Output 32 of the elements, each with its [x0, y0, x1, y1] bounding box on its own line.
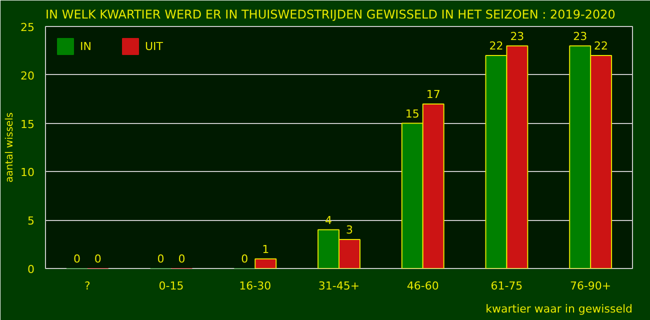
legend-label: IN	[80, 40, 92, 52]
bar	[254, 258, 277, 268]
x-tick-label: 76-90+	[570, 280, 612, 292]
data-label: 1	[262, 242, 270, 256]
data-label: 22	[594, 40, 608, 53]
data-label: 0	[73, 252, 80, 266]
x-tick-label: 16-30	[239, 280, 272, 292]
legend-label: UIT	[145, 40, 164, 52]
data-label: 0	[157, 252, 164, 266]
y-tick-label: 5	[28, 214, 34, 228]
x-tick-label: 31-45+	[318, 280, 360, 292]
x-tick-label: ?	[84, 280, 91, 292]
data-label: 0	[241, 252, 248, 266]
data-label: 23	[510, 30, 524, 43]
data-label: 15	[405, 107, 420, 120]
y-tick-label: 15	[20, 118, 35, 131]
y-tick-label: 10	[20, 166, 35, 180]
x-axis-title: kwartier waar in gewisseld	[486, 302, 633, 316]
x-tick-label: 0-15	[158, 280, 184, 292]
y-tick-label: 0	[28, 263, 34, 276]
y-tick-label: 25	[20, 21, 35, 34]
data-label: 23	[573, 30, 588, 43]
y-tick-label: 20	[20, 69, 35, 82]
data-label: 17	[426, 88, 440, 101]
data-label: 3	[346, 223, 353, 236]
x-tick-label: 46-60	[406, 280, 439, 292]
y-axis-title: aantal wissels	[4, 112, 16, 183]
data-label: 0	[94, 252, 102, 266]
x-tick-label: 61-75	[490, 280, 523, 292]
chart-title: IN WELK KWARTIER WERD ER IN THUISWEDSTRIJDEN GEWISSELD IN HET SEIZOEN : 2019-2020	[46, 8, 616, 22]
data-label: 0	[178, 252, 186, 266]
data-label: 22	[489, 40, 504, 53]
